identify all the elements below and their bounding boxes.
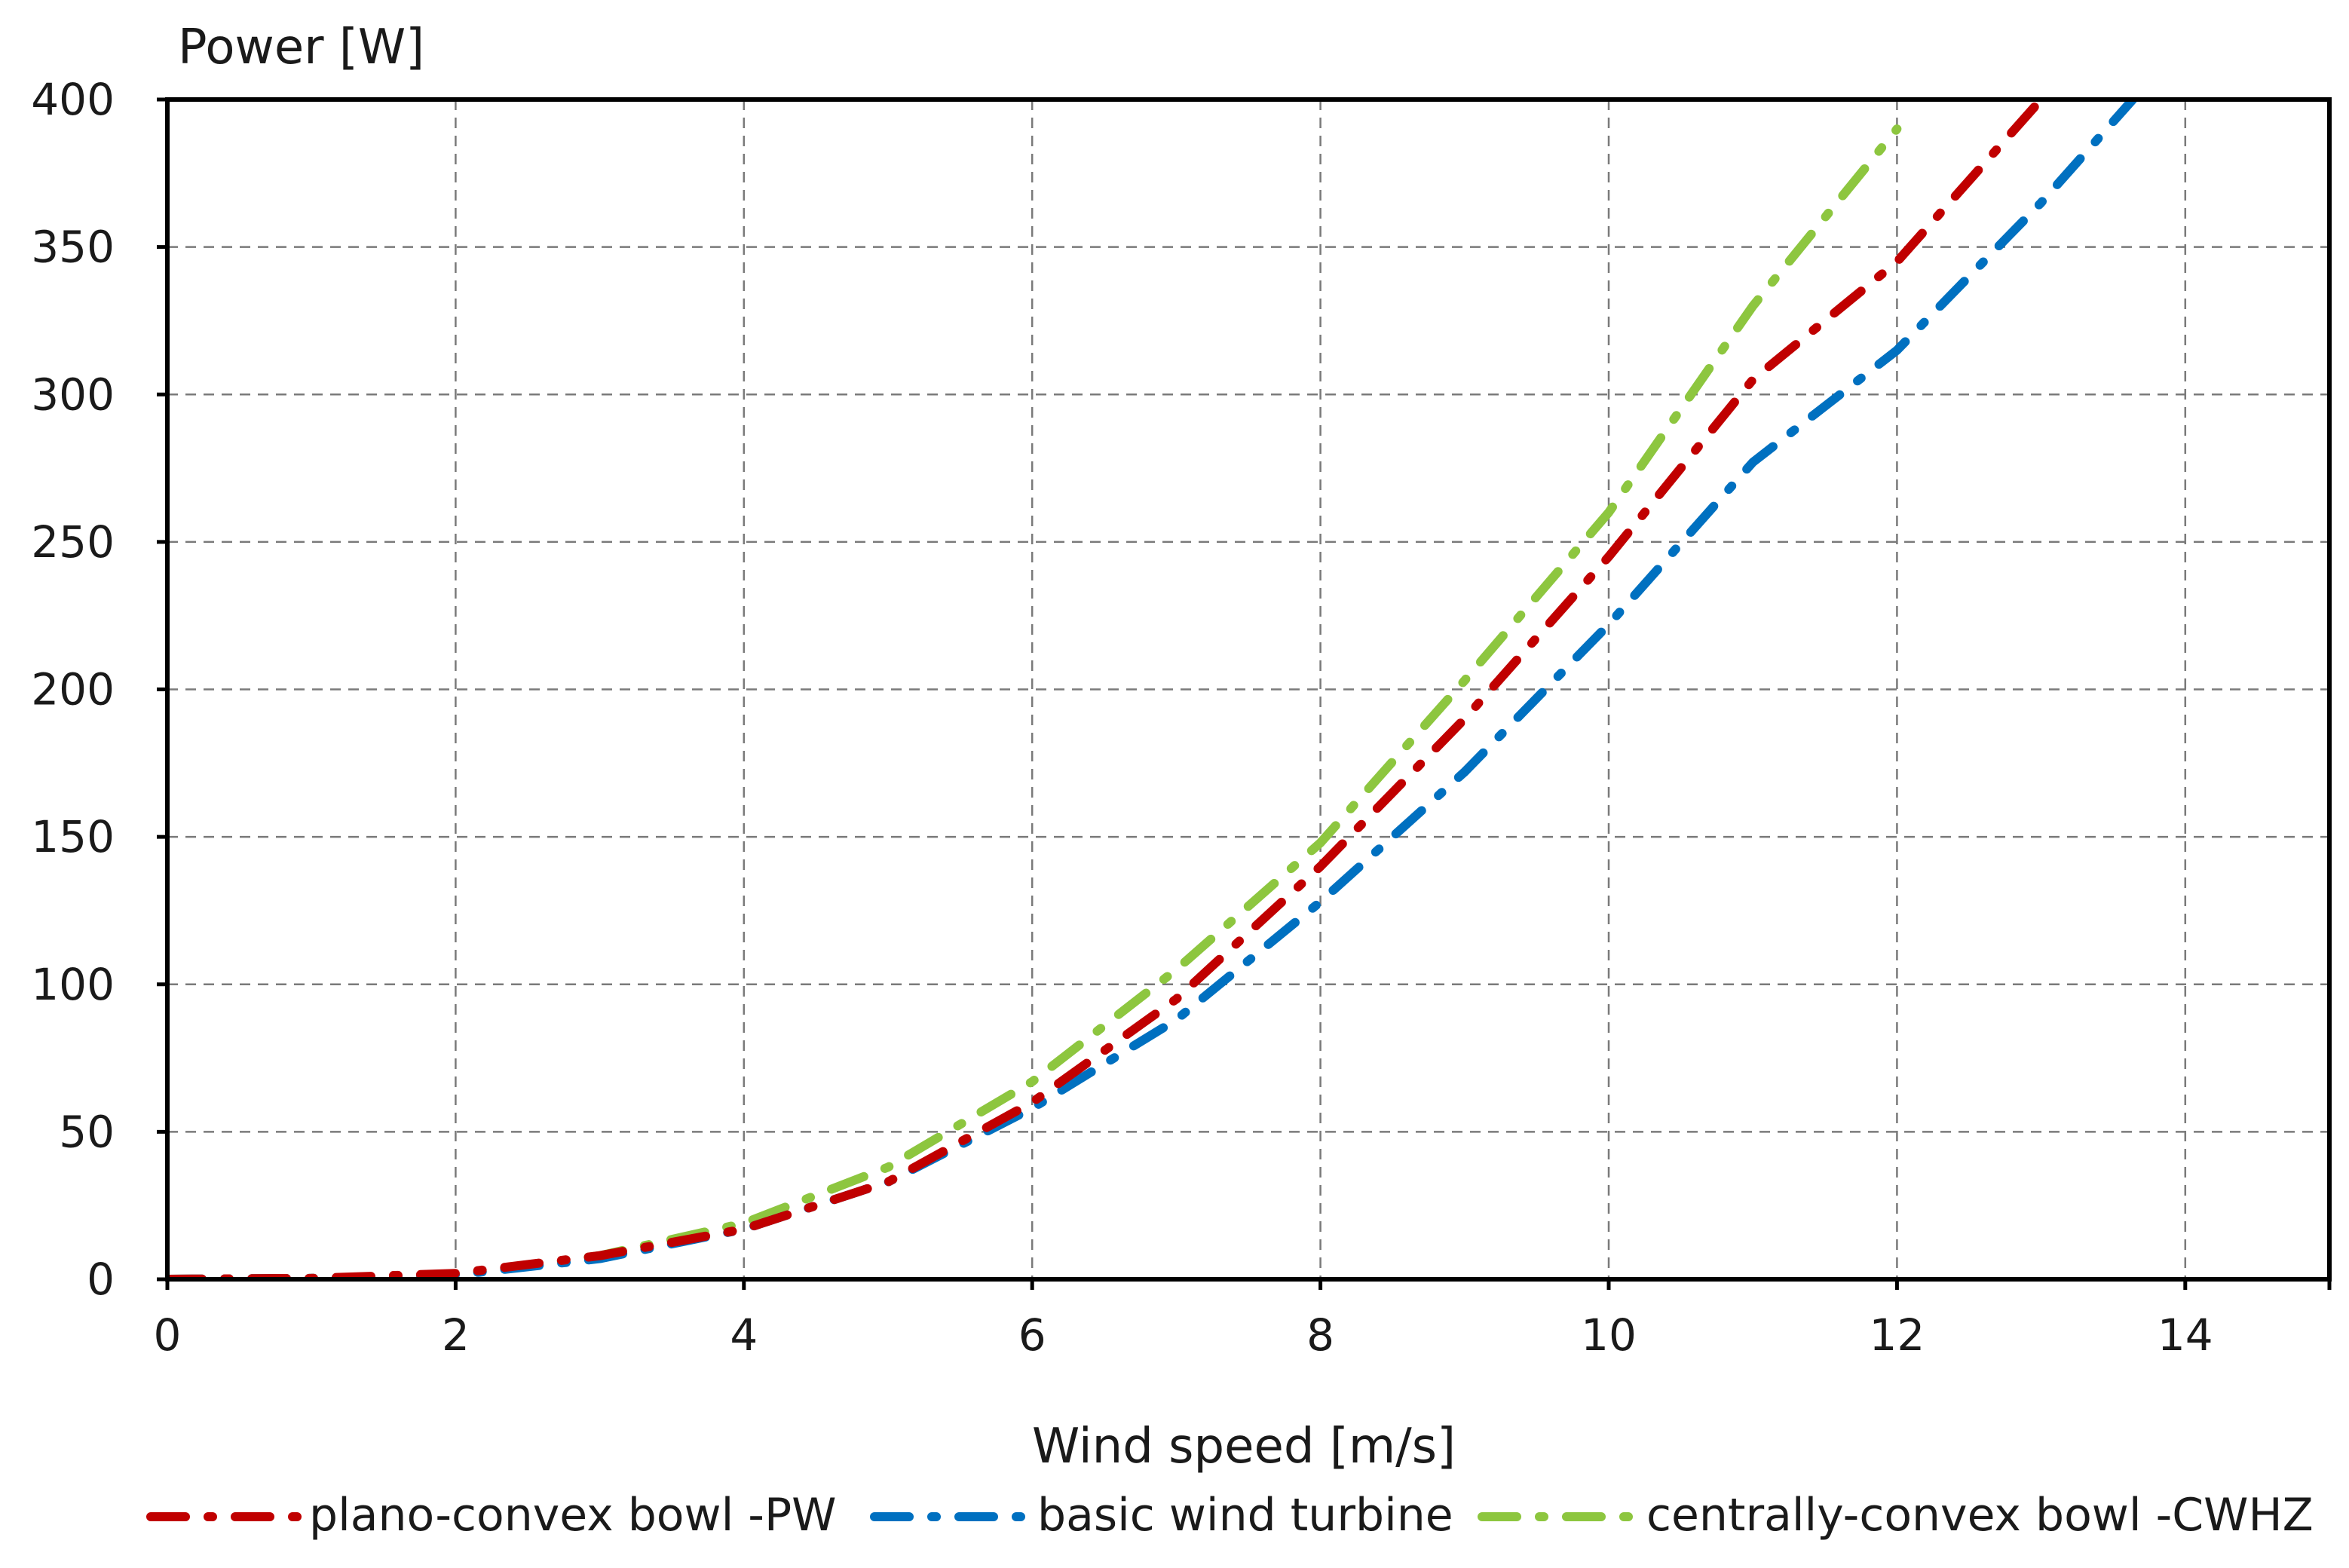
- y-tick-label: 0: [87, 1254, 115, 1305]
- y-axis-title: Power [W]: [178, 20, 424, 75]
- x-tick-label: 8: [1306, 1309, 1334, 1361]
- series-lines: [167, 100, 2139, 1279]
- series-line-0: [167, 100, 2046, 1279]
- legend: plano-convex bowl -PW basic wind turbine c…: [146, 1489, 2314, 1542]
- legend-label-1: basic wind turbine: [1037, 1489, 1453, 1542]
- legend-label-2: centrally-convex bowl -CWHZ: [1646, 1489, 2314, 1542]
- legend-label-0: plano-convex bowl -PW: [309, 1489, 836, 1542]
- x-tick-label: 4: [730, 1309, 758, 1361]
- axis-ticks: 0 2 4 6 8 10 12 14 0 50 100 150 200 250 300 350 400: [31, 74, 2332, 1361]
- x-tick-label: 2: [442, 1309, 470, 1361]
- y-tick-label: 200: [31, 664, 115, 715]
- x-tick-label: 0: [154, 1309, 182, 1361]
- x-axis-title: Wind speed [m/s]: [1032, 1419, 1456, 1475]
- y-tick-label: 50: [59, 1106, 115, 1157]
- x-tick-label: 10: [1581, 1309, 1637, 1361]
- y-tick-label: 400: [31, 74, 115, 125]
- x-tick-label: 6: [1018, 1309, 1046, 1361]
- y-tick-label: 350: [31, 222, 115, 273]
- y-tick-label: 100: [31, 959, 115, 1010]
- y-tick-label: 150: [31, 811, 115, 862]
- y-tick-label: 250: [31, 516, 115, 568]
- y-tick-label: 300: [31, 369, 115, 420]
- x-tick-label: 12: [1869, 1309, 1925, 1361]
- x-tick-label: 14: [2158, 1309, 2213, 1361]
